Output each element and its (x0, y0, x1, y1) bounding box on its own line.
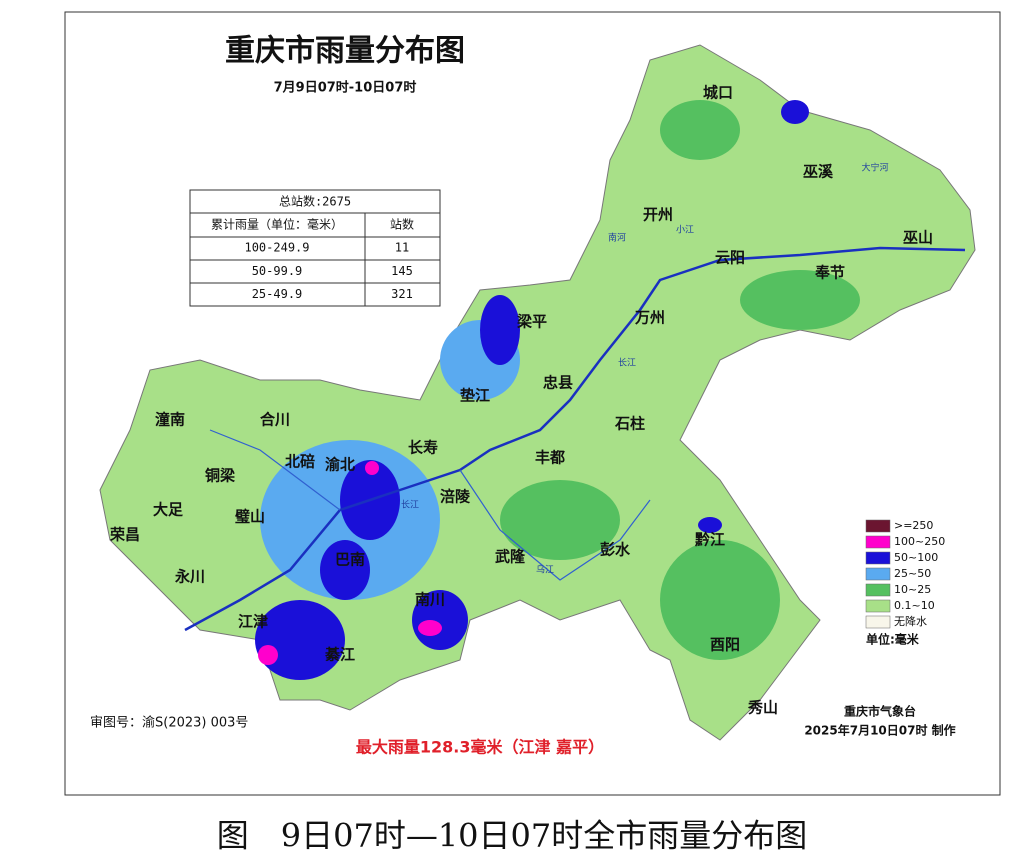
caption: 图 9日07时—10日07时全市雨量分布图 (217, 817, 808, 855)
place-label: 云阳 (715, 249, 745, 267)
table-header: 累计雨量（单位：毫米） (211, 217, 343, 232)
made-time: 2025年7月10日07时 制作 (804, 723, 955, 738)
river-label: 长江 (401, 499, 419, 511)
legend-label: 100~250 (894, 535, 945, 548)
place-label: 北碚 (285, 453, 315, 471)
rain-area (480, 295, 520, 365)
table-cell: 321 (391, 287, 413, 301)
place-label: 涪陵 (440, 488, 471, 506)
legend-label: 25~50 (894, 567, 931, 580)
legend-unit: 单位:毫米 (866, 632, 920, 647)
rain-areas (255, 100, 860, 680)
river (184, 246, 966, 632)
place-label: 武隆 (495, 548, 526, 566)
place-label: 南川 (415, 591, 445, 609)
place-label: 璧山 (235, 508, 265, 526)
legend-swatch (865, 599, 891, 613)
table-frame (189, 189, 441, 307)
place-label: 江津 (238, 613, 268, 631)
place-label: 万州 (634, 309, 665, 327)
place-label: 梁平 (516, 313, 547, 331)
table-cell: 145 (391, 264, 413, 278)
place-label: 綦江 (324, 646, 355, 664)
rain-area (660, 100, 740, 160)
river-label: 小江 (676, 225, 694, 236)
rain-area (365, 461, 379, 475)
approval-number: 审图号：渝S(2023) 003号 (90, 715, 248, 731)
rain-area (255, 600, 345, 680)
place-label: 忠县 (543, 374, 573, 392)
place-label: 彭水 (600, 541, 631, 559)
legend-label: 0.1~10 (894, 599, 935, 612)
place-label: 城口 (703, 84, 733, 102)
place-label: 黔江 (695, 531, 725, 549)
place-label: 长寿 (408, 439, 438, 457)
legend-swatch (865, 615, 891, 629)
legend: >=250 100~250 50~100 25~50 10~25 0.1~10 无降水单位:… (865, 519, 945, 647)
legend-label: >=250 (894, 519, 933, 532)
place-label: 垫江 (460, 387, 490, 405)
agency: 重庆市气象台 (844, 704, 916, 719)
rain-area (660, 540, 780, 660)
legend-swatch (865, 583, 891, 597)
rain-area (418, 620, 442, 636)
max-rainfall: 最大雨量128.3毫米（江津 嘉平） (356, 738, 604, 757)
river-label: 长江 (618, 357, 636, 369)
map-title: 重庆市雨量分布图 (225, 34, 465, 69)
legend-label: 无降水 (894, 614, 927, 628)
rain-area (740, 270, 860, 330)
rain-area (698, 517, 722, 533)
table-cell: 11 (395, 241, 409, 255)
river (209, 429, 341, 511)
table-cell: 100-249.9 (244, 241, 309, 255)
place-label: 石柱 (614, 415, 645, 433)
place-label: 巴南 (335, 551, 365, 569)
place-label: 大足 (153, 501, 184, 519)
place-label: 巫山 (903, 229, 933, 247)
rain-area (258, 645, 278, 665)
place-label: 丰都 (535, 449, 565, 467)
place-label: 永川 (174, 568, 205, 586)
legend-swatch (865, 551, 891, 565)
place-label: 渝北 (325, 456, 355, 474)
place-label: 荣昌 (109, 526, 140, 544)
place-label: 奉节 (814, 264, 845, 282)
table-total: 总站数:2675 (279, 194, 351, 209)
legend-swatch (865, 535, 891, 549)
place-label: 开州 (643, 206, 673, 224)
place-label: 酉阳 (710, 636, 740, 654)
rain-area (781, 100, 809, 124)
river-label: 大宁河 (861, 162, 888, 174)
legend-label: 50~100 (894, 551, 938, 564)
legend-swatch (865, 519, 891, 533)
place-label: 巫溪 (803, 163, 834, 181)
table-cell: 50-99.9 (252, 264, 303, 278)
legend-swatch (865, 567, 891, 581)
stats-table: 总站数:2675 累计雨量（单位：毫米） 站数 100-249.9 11 50-99… (189, 189, 441, 307)
rain-area (500, 480, 620, 560)
place-label: 合川 (259, 411, 290, 429)
place-label: 潼南 (155, 411, 185, 429)
rain-area (320, 540, 370, 600)
place-label: 铜梁 (205, 467, 236, 485)
river-label: 乌江 (536, 564, 554, 576)
table-cell: 25-49.9 (252, 287, 303, 301)
map-subtitle: 7月9日07时-10日07时 (274, 80, 417, 96)
table-header: 站数 (390, 217, 414, 232)
legend-label: 10~25 (894, 583, 931, 596)
river (459, 469, 651, 581)
river-label: 南河 (608, 232, 626, 244)
place-label: 秀山 (747, 699, 778, 717)
